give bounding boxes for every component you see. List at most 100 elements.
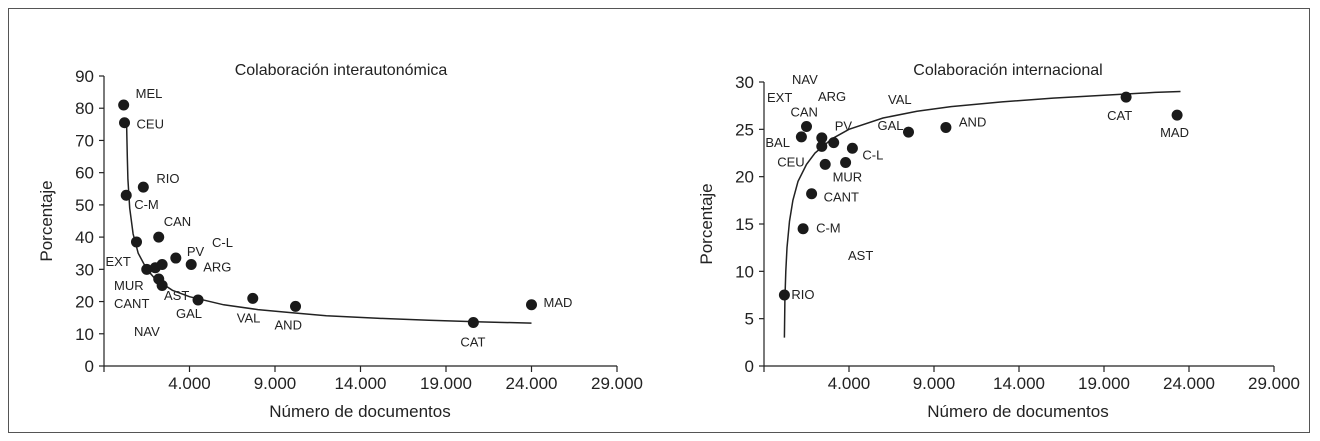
point-label: CANT [824, 190, 859, 205]
data-point [526, 299, 537, 311]
data-point [118, 99, 130, 111]
y-tick-label: 0 [85, 357, 94, 376]
point-label: GAL [176, 306, 202, 321]
point-label: RIO [156, 171, 179, 186]
y-tick-label: 50 [75, 196, 94, 215]
data-point [806, 188, 818, 200]
point-label: NAV [134, 324, 160, 339]
y-tick-label: 10 [75, 325, 94, 344]
figure-frame [8, 8, 1310, 433]
data-point [797, 223, 809, 235]
data-point [120, 189, 132, 201]
point-label: ARG [818, 89, 846, 104]
chart-interautonomica: Colaboración interautonómica Número de d… [37, 62, 643, 421]
point-label: EXT [105, 254, 130, 269]
data-point [1120, 91, 1132, 103]
point-label: PV [187, 244, 205, 259]
x-tick-label: 29.000 [1248, 374, 1300, 393]
point-label: RIO [791, 287, 814, 302]
x-tick-label: 9.000 [913, 374, 956, 393]
point-label: CAN [164, 214, 191, 229]
point-label: C-L [862, 147, 883, 162]
point-label: AND [275, 317, 302, 332]
data-point [290, 300, 302, 312]
marks-group: 0 5 10 15 20 25 30 4.000 9.000 14.000 19.000 24.000… [735, 72, 1300, 393]
y-tick-label: 20 [735, 168, 754, 187]
data-point [1171, 109, 1183, 121]
x-tick-label: 29.000 [591, 374, 643, 393]
x-tick-label: 9.000 [254, 374, 297, 393]
point-label: CAT [460, 335, 485, 350]
x-tick-label: 24.000 [1163, 374, 1215, 393]
x-tick-label: 14.000 [335, 374, 387, 393]
point-label: ARG [203, 260, 231, 275]
point-label: MEL [136, 86, 163, 101]
chart-internacional: Colaboración internacional Número de doc… [697, 62, 1300, 421]
point-label: VAL [237, 310, 261, 325]
data-point [816, 140, 828, 152]
x-tick-label: 4.000 [168, 374, 211, 393]
y-tick-label: 80 [75, 99, 94, 118]
y-axis-label: Porcentaje [37, 180, 56, 261]
point-label: AST [164, 288, 189, 303]
y-tick-label: 90 [75, 67, 94, 86]
chart-title: Colaboración internacional [913, 62, 1102, 79]
data-point [247, 292, 259, 304]
marks-group: 0 10 20 30 40 50 60 70 80 90 4.000 9.000 14.000 19.00… [75, 67, 643, 393]
point-label: MAD [544, 295, 573, 310]
point-label: GAL [878, 118, 904, 133]
data-point [170, 252, 182, 264]
y-tick-label: 30 [75, 260, 94, 279]
y-tick-label: 15 [735, 215, 754, 234]
data-point [192, 294, 204, 306]
data-point [156, 279, 168, 291]
point-label: EXT [767, 90, 792, 105]
y-tick-label: 0 [745, 357, 754, 376]
point-label: AST [848, 248, 873, 263]
point-label: VAL [888, 92, 912, 107]
point-label: C-L [212, 235, 233, 250]
point-label: PV [835, 119, 853, 134]
x-tick-label: 4.000 [828, 374, 871, 393]
point-label: MUR [114, 278, 144, 293]
y-tick-label: 30 [735, 73, 754, 92]
data-point [156, 259, 168, 270]
x-tick-label: 19.000 [420, 374, 472, 393]
point-label: C-M [816, 221, 841, 236]
data-point [141, 263, 153, 275]
point-label: NAV [792, 72, 818, 87]
y-tick-label: 25 [735, 120, 754, 139]
data-point [846, 142, 858, 154]
point-label: AND [959, 114, 986, 129]
data-point [137, 181, 149, 193]
data-point [185, 259, 197, 270]
point-label: CAN [791, 104, 818, 119]
x-tick-label: 19.000 [1078, 374, 1130, 393]
x-axis-label: Número de documentos [269, 402, 450, 421]
point-label: C-M [134, 197, 159, 212]
x-tick-label: 24.000 [506, 374, 558, 393]
data-point [778, 289, 790, 301]
point-label: CEU [137, 117, 164, 132]
data-point [801, 120, 812, 132]
y-tick-label: 70 [75, 131, 94, 150]
y-tick-label: 5 [745, 310, 754, 329]
x-axis-label: Número de documentos [927, 402, 1108, 421]
data-point [816, 132, 828, 144]
chart-title: Colaboración interautonómica [235, 62, 448, 79]
point-label: CAT [1107, 108, 1132, 123]
y-tick-label: 20 [75, 293, 94, 312]
y-tick-label: 10 [735, 262, 754, 281]
data-point [840, 156, 852, 168]
x-tick-label: 14.000 [993, 374, 1045, 393]
trend-line [125, 124, 532, 324]
data-point [819, 158, 831, 170]
data-point [130, 236, 142, 248]
data-point [153, 231, 165, 243]
point-label: BAL [765, 135, 790, 150]
y-tick-label: 40 [75, 228, 94, 247]
data-point [795, 131, 807, 143]
point-label: CANT [114, 296, 149, 311]
point-label: MUR [833, 169, 863, 184]
